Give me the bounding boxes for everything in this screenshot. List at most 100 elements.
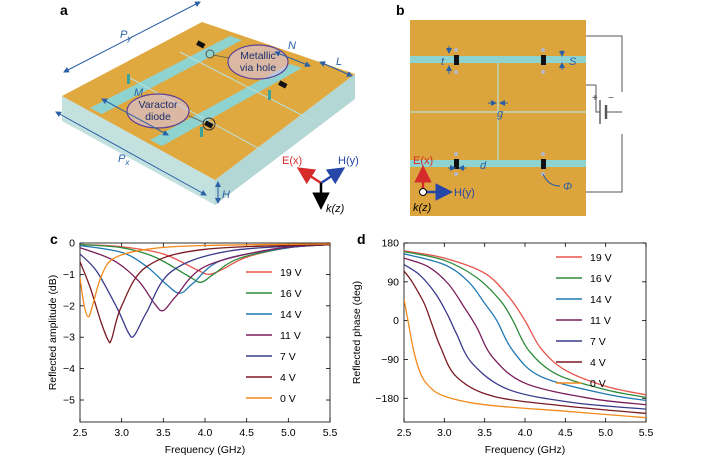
dim-py xyxy=(63,1,201,73)
slab-right-side xyxy=(215,74,355,205)
via-b2 xyxy=(454,70,458,74)
y-tick-label: −1 xyxy=(63,269,75,281)
panel-d-label: d xyxy=(357,231,366,247)
dim-py-label: Py xyxy=(120,29,132,43)
x-tick-label: 4.5 xyxy=(239,427,254,439)
dim-n xyxy=(274,51,311,67)
panel-a: a Metallic via hole Varactor diode Py xyxy=(55,1,359,215)
x-tick-label: 3.0 xyxy=(114,427,129,439)
y-axis-label: Reflected phase (deg) xyxy=(351,281,363,384)
dim-phi-label: Φ xyxy=(563,181,572,193)
legend-entry: 0 V xyxy=(590,378,606,390)
battery-plus: + xyxy=(592,93,598,104)
e-field-arrow xyxy=(296,167,322,185)
series-line-16v xyxy=(404,250,646,399)
y-tick-label: −4 xyxy=(63,363,75,375)
via-hole-marker xyxy=(205,49,215,59)
x-tick-label: 5.5 xyxy=(639,427,654,439)
panel-c-chart: c 2.5 3.0 3.5 4.0 4.5 5.0 5.5 0 −1 −2 −3 −4 −5 Freque… xyxy=(47,231,337,456)
legend-entry: 14 V xyxy=(280,309,302,321)
x-tick-label: 5.0 xyxy=(281,427,296,439)
x-tick-label: 4.0 xyxy=(518,427,533,439)
series-line-0v xyxy=(404,298,646,419)
y-tick-label: 180 xyxy=(381,238,399,250)
b-e-field-label: E(x) xyxy=(413,155,433,167)
k-vector-label: k(z) xyxy=(326,203,345,215)
via-callout-line1: Metallic xyxy=(240,50,276,62)
legend-entry: 0 V xyxy=(280,393,296,405)
legend-entry: 7 V xyxy=(280,351,296,363)
x-axis-label: Frequency (GHz) xyxy=(485,444,566,456)
via-3 xyxy=(200,127,203,137)
h-field-arrow xyxy=(320,167,346,185)
y-tick-label: −180 xyxy=(375,393,399,405)
legend-entry: 11 V xyxy=(590,315,611,327)
diode-b4 xyxy=(541,159,546,169)
y-tick-label: −5 xyxy=(63,395,75,407)
dim-g-label: g xyxy=(497,108,504,120)
panel-c-label: c xyxy=(50,231,58,247)
series-line-7v xyxy=(80,243,330,338)
via-callout-line2: via hole xyxy=(240,62,276,74)
series-line-4v xyxy=(404,270,646,415)
battery-minus: − xyxy=(608,93,614,104)
strip-bottom xyxy=(410,160,586,167)
legend-entry: 16 V xyxy=(280,288,302,300)
strip-1 xyxy=(90,36,242,114)
y-tick-label: −3 xyxy=(63,332,75,344)
dim-h-label: H xyxy=(222,189,230,201)
x-tick-label: 2.5 xyxy=(397,427,412,439)
x-tick-label: 3.0 xyxy=(437,427,452,439)
legend-entry: 4 V xyxy=(280,372,296,384)
varactor-callout-line2: diode xyxy=(145,111,171,123)
panel-b: b + − t S g xyxy=(396,2,623,216)
panel-b-label: b xyxy=(396,2,405,18)
dim-l-label: L xyxy=(336,56,342,68)
b-k-vector-label: k(z) xyxy=(413,202,432,214)
panel-a-label: a xyxy=(60,2,68,18)
cell-line-2 xyxy=(179,51,316,123)
series-line-11v xyxy=(404,257,646,406)
via-b1 xyxy=(454,48,458,52)
dim-t-label: t xyxy=(441,56,445,68)
e-field-label: E(x) xyxy=(282,155,302,167)
dim-n-label: N xyxy=(288,40,296,52)
bias-wire-bottom xyxy=(586,134,623,193)
via-b3 xyxy=(541,48,545,52)
x-tick-label: 3.5 xyxy=(477,427,492,439)
bias-wire-left xyxy=(595,85,600,113)
series-line-14v xyxy=(80,243,330,294)
series-line-19v xyxy=(404,250,646,396)
legend-entry: 19 V xyxy=(280,267,302,279)
x-tick-label: 4.0 xyxy=(198,427,213,439)
b-h-field-label: H(y) xyxy=(454,187,475,199)
legend-entry: 16 V xyxy=(590,273,612,285)
via-callout-pointer xyxy=(212,54,230,59)
dim-s-label: S xyxy=(569,56,577,68)
y-tick-label: −2 xyxy=(63,300,75,312)
dim-l xyxy=(319,61,353,77)
y-tick-label: −90 xyxy=(381,354,399,366)
varactor-callout-line1: Varactor xyxy=(139,99,178,111)
strip-top xyxy=(410,56,586,63)
series-line-11v xyxy=(80,243,330,312)
x-axis-label: Frequency (GHz) xyxy=(165,444,246,456)
x-tick-label: 5.5 xyxy=(323,427,338,439)
via-1 xyxy=(127,74,130,84)
dim-px xyxy=(55,111,207,196)
y-tick-label: 90 xyxy=(387,276,399,288)
y-axis-label: Reflected amplitude (dB) xyxy=(47,275,59,391)
varactor-2 xyxy=(278,80,288,89)
legend-entry: 14 V xyxy=(590,294,612,306)
x-tick-label: 5.0 xyxy=(598,427,613,439)
panel-d-chart: d 2.5 3.0 3.5 4.0 4.5 5.0 5.5 180 90 0 −90 −180 Freq… xyxy=(351,231,653,456)
legend-entry: 19 V xyxy=(590,252,612,264)
via-b4 xyxy=(541,70,545,74)
legend-entry: 11 V xyxy=(280,330,301,342)
h-field-label: H(y) xyxy=(338,155,359,167)
series-line-7v xyxy=(404,264,646,410)
via-b7 xyxy=(541,152,545,156)
dim-d-label: d xyxy=(480,160,487,172)
dim-phi-leader xyxy=(542,173,561,187)
